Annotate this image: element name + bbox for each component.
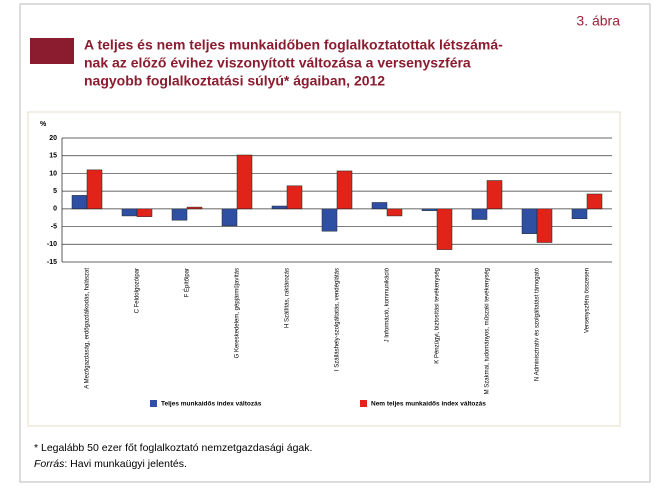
y-tick-label: -15	[47, 259, 57, 266]
x-tick-label: A Mezőgazdaság, erdőgazdálkodás, halásza…	[85, 268, 91, 389]
x-tick-label: C Feldolgozóipar	[135, 268, 141, 313]
bar	[386, 208, 403, 217]
legend-label: Nem teljes munkaidős index változás	[371, 401, 486, 408]
x-tick-label: J Információ, kommunikáció	[385, 267, 391, 342]
x-tick-label: G Kereskedelem, gépjárműjavítás	[235, 268, 241, 358]
title-marker	[30, 38, 74, 64]
bar	[186, 206, 203, 210]
bar	[586, 193, 603, 210]
bar	[486, 180, 503, 210]
y-tick-label: -10	[47, 241, 57, 248]
bar	[521, 208, 538, 234]
x-tick-label: Versenyszféra összesen	[585, 268, 591, 333]
bar	[171, 208, 188, 221]
legend-label: Teljes munkaidős index változás	[161, 401, 262, 408]
y-axis-label: %	[40, 121, 47, 128]
chart-frame	[27, 111, 621, 427]
bar	[221, 208, 238, 227]
bar	[471, 208, 488, 220]
x-tick-label: H Szállítás, raktározás	[285, 268, 291, 328]
bar	[336, 170, 353, 210]
figure-label: 3. ábra	[576, 13, 620, 29]
bar	[571, 208, 588, 220]
legend-swatch	[150, 400, 157, 407]
bar	[121, 208, 138, 217]
chart-title: nagyobb foglalkoztatási súlyú* ágaiban, …	[84, 73, 385, 89]
x-tick-label: K Pénzügyi, biztosítási tevékenység	[435, 268, 441, 364]
bar	[436, 208, 453, 250]
y-tick-label: 15	[49, 153, 57, 160]
bar	[136, 208, 153, 217]
footnote: * Legalább 50 ezer főt foglalkoztató nem…	[34, 442, 312, 454]
x-tick-label: F Építőipar	[184, 268, 191, 297]
y-tick-label: 20	[49, 135, 57, 142]
bar	[86, 169, 103, 210]
y-tick-label: 0	[53, 206, 57, 213]
bar	[286, 185, 303, 210]
x-tick-label: I Szálláshely-szolgáltatás, vendéglátás	[335, 268, 341, 371]
chart-title: A teljes és nem teljes munkaidőben fogla…	[84, 37, 503, 53]
source-label: Forrás	[34, 458, 65, 470]
bar	[321, 208, 338, 232]
x-tick-label: M Szakmai, tudományos, műszaki tevékenys…	[485, 268, 491, 394]
y-tick-label: 5	[53, 188, 57, 195]
bar	[371, 202, 388, 210]
y-tick-label: 10	[49, 170, 57, 177]
bar	[271, 205, 288, 210]
y-tick-label: -5	[51, 223, 57, 230]
legend-swatch	[360, 400, 367, 407]
source-text: : Havi munkaügyi jelentés.	[64, 458, 187, 470]
bar	[536, 208, 553, 243]
chart-title: nak az előző évihez viszonyított változá…	[84, 55, 471, 71]
x-tick-label: N Adminisztratív és szolgáltatást támoga…	[535, 267, 541, 381]
source: Forrás: Havi munkaügyi jelentés.	[34, 458, 187, 470]
bar	[421, 208, 438, 211]
bar	[236, 154, 253, 210]
bar	[71, 195, 88, 210]
